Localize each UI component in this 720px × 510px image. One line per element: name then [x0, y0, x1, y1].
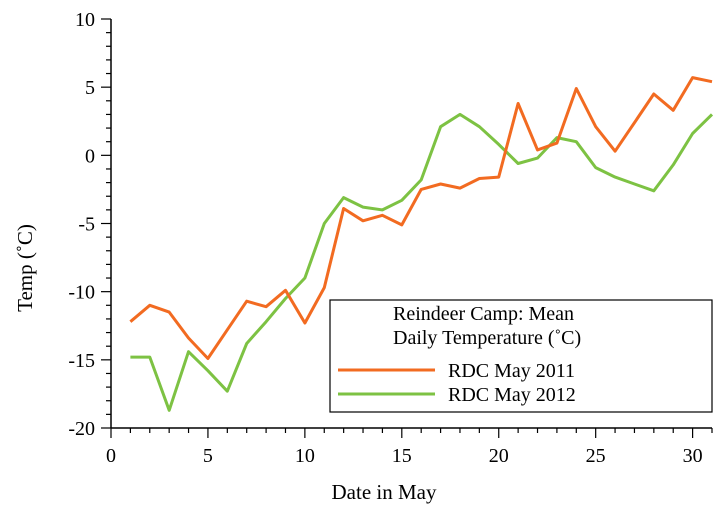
legend-label-2012: RDC May 2012 [448, 384, 576, 406]
y-tick-label: -20 [68, 418, 95, 440]
y-tick-label: -15 [68, 350, 95, 372]
y-tick-label: -5 [78, 214, 95, 236]
x-axis-label: Date in May [332, 480, 437, 504]
x-tick-label: 25 [586, 445, 606, 467]
x-tick-label: 15 [392, 445, 412, 467]
legend-title-line-2: Daily Temperature (˚C) [393, 327, 581, 349]
series-line-2011 [129, 76, 713, 360]
x-tick-label: 20 [489, 445, 509, 467]
tick-marks [101, 18, 713, 438]
legend: Reindeer Camp: Mean Daily Temperature (˚… [329, 299, 713, 413]
series-lines [129, 76, 714, 412]
x-tick-label: 30 [683, 445, 703, 467]
legend-title-line-1: Reindeer Camp: Mean [393, 303, 574, 325]
tick-labels: -20 -15 -10 -5 0 5 10 0 5 10 15 20 25 30 [68, 9, 702, 467]
x-tick-label: 10 [295, 445, 315, 467]
y-tick-label: -10 [68, 282, 95, 304]
y-axis-label: Temp (˚C) [13, 224, 37, 312]
legend-label-2011: RDC May 2011 [448, 360, 575, 382]
y-tick-label: 10 [75, 9, 95, 31]
x-tick-label: 5 [203, 445, 213, 467]
x-tick-label: 0 [106, 445, 116, 467]
series-line-2012 [130, 112, 714, 412]
y-tick-label: 0 [85, 145, 95, 167]
y-tick-label: 5 [85, 77, 95, 99]
